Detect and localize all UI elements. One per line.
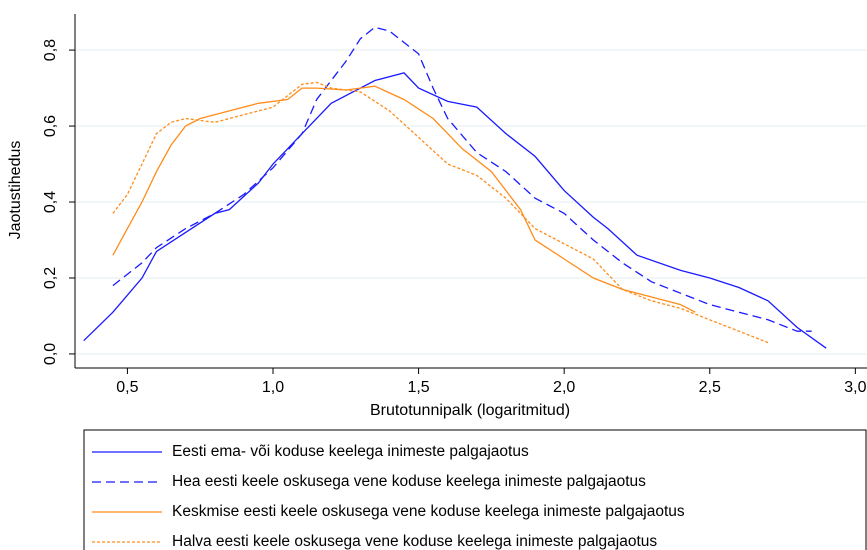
legend-label: Eesti ema- või koduse keelega inimeste p… bbox=[172, 443, 529, 460]
series-line bbox=[112, 26, 812, 332]
y-tick-label: 0,8 bbox=[42, 39, 59, 61]
y-tick-label: 0,2 bbox=[42, 267, 59, 289]
x-tick-label: 0,5 bbox=[116, 379, 138, 396]
x-tick-label: 2,5 bbox=[699, 379, 721, 396]
x-axis-label: Brutotunnipalk (logaritmitud) bbox=[370, 402, 570, 419]
x-tick-label: 2,0 bbox=[553, 379, 575, 396]
y-tick-label: 0,0 bbox=[42, 343, 59, 365]
legend-label: Keskmise eesti keele oskusega vene kodus… bbox=[172, 503, 685, 520]
series-line bbox=[112, 85, 696, 313]
y-axis-label: Jaotustihedus bbox=[7, 141, 24, 240]
series-line bbox=[112, 81, 769, 344]
series-line bbox=[83, 72, 827, 349]
x-tick-label: 1,0 bbox=[262, 379, 284, 396]
legend-label: Halva eesti keele oskusega vene koduse k… bbox=[172, 533, 657, 550]
legend-label: Hea eesti keele oskusega vene koduse kee… bbox=[172, 473, 646, 490]
y-tick-label: 0,6 bbox=[42, 115, 59, 137]
y-tick-label: 0,4 bbox=[42, 191, 59, 213]
x-tick-label: 1,5 bbox=[407, 379, 429, 396]
x-tick-label: 3,0 bbox=[844, 379, 866, 396]
legend-box bbox=[83, 429, 867, 550]
